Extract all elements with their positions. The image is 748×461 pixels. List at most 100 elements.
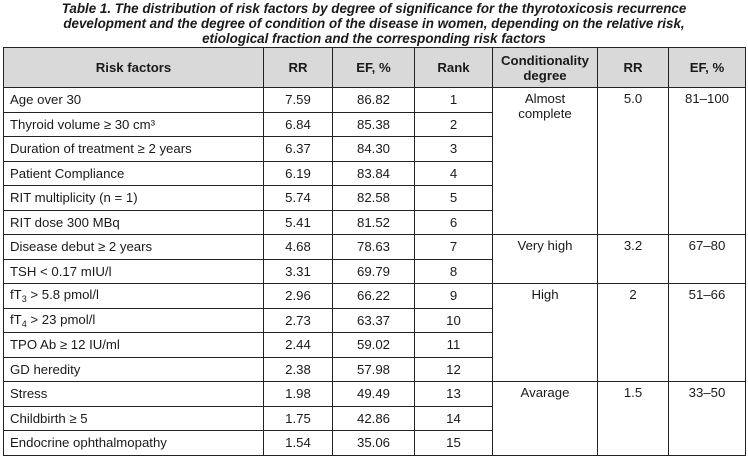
risk-factor-cell: fT4 > 23 pmol/l: [3, 307, 264, 333]
header-row: Risk factors RR EF, % Rank Conditionalit…: [3, 47, 746, 88]
rank-cell: 1: [414, 87, 493, 113]
factor-prefix: fT: [10, 287, 22, 303]
group-degree-line2: complete: [518, 106, 572, 121]
risk-factor-cell: Disease debut ≥ 2 years: [3, 234, 264, 260]
group-rr-cell: 1.5: [597, 381, 669, 456]
header-ef: EF, %: [332, 47, 415, 88]
ef-cell: 57.98: [332, 356, 415, 382]
group-ef-cell: 51–66: [668, 283, 746, 382]
caption-line-1: Table 1. The distribution of risk factor…: [61, 1, 687, 16]
risk-factor-cell: Endocrine ophthalmopathy: [3, 430, 264, 456]
rank-cell: 12: [414, 356, 493, 382]
risk-factor-cell: TSH < 0.17 mIU/l: [3, 258, 264, 284]
risk-factor-cell: RIT multiplicity (n = 1): [3, 185, 264, 211]
rr-cell: 5.41: [263, 209, 333, 235]
rr-cell: 6.84: [263, 111, 333, 137]
header-rank: Rank: [414, 47, 493, 88]
ef-cell: 84.30: [332, 136, 415, 162]
rr-cell: 2.38: [263, 356, 333, 382]
rr-cell: 4.68: [263, 234, 333, 260]
rr-cell: 1.54: [263, 430, 333, 456]
header-group-rr: RR: [597, 47, 669, 88]
rr-cell: 1.98: [263, 381, 333, 407]
ef-cell: 78.63: [332, 234, 415, 260]
ef-cell: 59.02: [332, 332, 415, 358]
table-caption: Table 1. The distribution of risk factor…: [0, 0, 748, 46]
header-risk-factors: Risk factors: [3, 47, 264, 88]
rank-cell: 14: [414, 405, 493, 431]
table-row: fT4 > 23 pmol/l 2.73 63.37 10: [3, 307, 746, 333]
group-degree-cell: High: [492, 283, 598, 382]
header-conditionality-degree: Conditionality degree: [492, 47, 598, 88]
group-degree-line1: Almost: [524, 91, 566, 106]
factor-subscript: 3: [21, 294, 27, 305]
risk-factor-cell: Thyroid volume ≥ 30 cm³: [3, 111, 264, 137]
rr-cell: 7.59: [263, 87, 333, 113]
table-row: Age over 30 7.59 86.82 1 Almost complete…: [3, 87, 746, 235]
ef-cell: 66.22: [332, 283, 415, 309]
group-ef-cell: 81–100: [668, 87, 746, 235]
ef-cell: 69.79: [332, 258, 415, 284]
ef-cell: 86.82: [332, 87, 415, 113]
rank-cell: 11: [414, 332, 493, 358]
group-degree-cell: Very high: [492, 234, 598, 284]
group-degree-cell: Almost complete: [492, 87, 598, 235]
table-row: Disease debut ≥ 2 years 4.68 78.63 7 Ver…: [3, 234, 746, 284]
rr-cell: 6.37: [263, 136, 333, 162]
header-group-ef: EF, %: [668, 47, 746, 88]
rank-cell: 6: [414, 209, 493, 235]
rank-cell: 15: [414, 430, 493, 456]
rank-cell: 5: [414, 185, 493, 211]
table-row: RIT multiplicity (n = 1) 5.74 82.58 5: [3, 185, 746, 211]
rank-cell: 7: [414, 234, 493, 260]
ef-cell: 85.38: [332, 111, 415, 137]
ef-cell: 35.06: [332, 430, 415, 456]
table-row: TPO Ab ≥ 12 IU/ml 2.44 59.02 11: [3, 332, 746, 358]
rank-cell: 2: [414, 111, 493, 137]
ef-cell: 82.58: [332, 185, 415, 211]
group-rr-cell: 2: [597, 283, 669, 382]
ef-cell: 81.52: [332, 209, 415, 235]
group-ef-cell: 67–80: [668, 234, 746, 284]
rank-cell: 10: [414, 307, 493, 333]
risk-factor-cell: Childbirth ≥ 5: [3, 405, 264, 431]
group-degree-cell: Avarage: [492, 381, 598, 456]
rank-cell: 9: [414, 283, 493, 309]
table-row: Endocrine ophthalmopathy 1.54 35.06 15: [3, 430, 746, 456]
caption-line-3: etiological fraction and the correspondi…: [202, 31, 546, 46]
risk-factor-cell: TPO Ab ≥ 12 IU/ml: [3, 332, 264, 358]
group-ef-cell: 33–50: [668, 381, 746, 456]
table-row: Childbirth ≥ 5 1.75 42.86 14: [3, 405, 746, 431]
caption-line-2: development and the degree of condition …: [63, 16, 685, 31]
rr-cell: 6.19: [263, 160, 333, 186]
table-row: Patient Compliance 6.19 83.84 4: [3, 160, 746, 186]
rank-cell: 8: [414, 258, 493, 284]
rank-cell: 4: [414, 160, 493, 186]
factor-subscript: 4: [21, 318, 27, 329]
rr-cell: 2.44: [263, 332, 333, 358]
risk-factor-cell: Patient Compliance: [3, 160, 264, 186]
table-row: fT3 > 5.8 pmol/l 2.96 66.22 9 High 2 51–…: [3, 283, 746, 382]
rr-cell: 2.96: [263, 283, 333, 309]
rr-cell: 5.74: [263, 185, 333, 211]
ef-cell: 42.86: [332, 405, 415, 431]
table-row: RIT dose 300 MBq 5.41 81.52 6: [3, 209, 746, 235]
rank-cell: 3: [414, 136, 493, 162]
rr-cell: 1.75: [263, 405, 333, 431]
header-rr: RR: [263, 47, 333, 88]
risk-factor-cell: fT3 > 5.8 pmol/l: [3, 283, 264, 309]
ef-cell: 83.84: [332, 160, 415, 186]
rr-cell: 2.73: [263, 307, 333, 333]
risk-factor-cell: Age over 30: [3, 87, 264, 113]
rank-cell: 13: [414, 381, 493, 407]
risk-factor-cell: Duration of treatment ≥ 2 years: [3, 136, 264, 162]
factor-suffix: > 5.8 pmol/l: [26, 287, 99, 303]
risk-factor-cell: RIT dose 300 MBq: [3, 209, 264, 235]
group-rr-cell: 3.2: [597, 234, 669, 284]
risk-factors-table: Risk factors RR EF, % Rank Conditionalit…: [3, 47, 746, 456]
group-rr-cell: 5.0: [597, 87, 669, 235]
table-row: TSH < 0.17 mIU/l 3.31 69.79 8: [3, 258, 746, 284]
factor-suffix: > 23 pmol/l: [26, 311, 96, 327]
ef-cell: 49.49: [332, 381, 415, 407]
factor-prefix: fT: [10, 311, 22, 327]
